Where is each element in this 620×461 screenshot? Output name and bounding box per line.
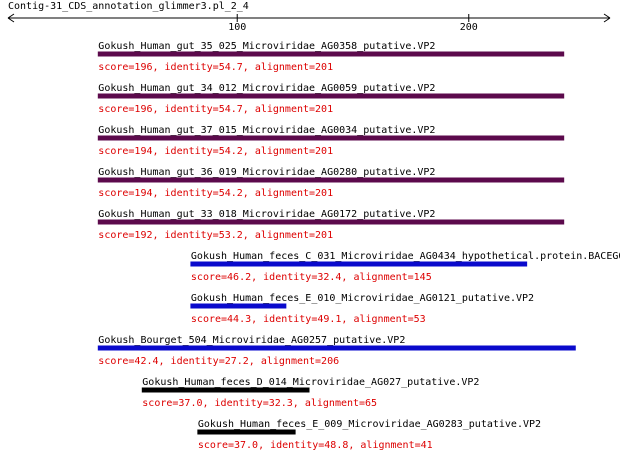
axis-arrows xyxy=(7,13,611,23)
tick-label: 100 xyxy=(228,22,246,33)
hit-label: Gokush_Human_feces_C_031_Microviridae_AG… xyxy=(191,251,620,262)
hit-score: score=196, identity=54.7, alignment=201 xyxy=(98,62,333,73)
hit-score: score=194, identity=54.2, alignment=201 xyxy=(98,188,333,199)
hit-bar xyxy=(97,177,565,183)
hit-score: score=196, identity=54.7, alignment=201 xyxy=(98,104,333,115)
hit-bar xyxy=(141,387,310,393)
hit-label: Gokush_Human_gut_34_012_Microviridae_AG0… xyxy=(98,83,435,94)
hit-bar xyxy=(97,51,565,57)
hit-label: Gokush_Human_feces_E_010_Microviridae_AG… xyxy=(191,293,534,304)
hit-label: Gokush_Human_gut_37_015_Microviridae_AG0… xyxy=(98,125,435,136)
hit-label: Gokush_Human_gut_33_018_Microviridae_AG0… xyxy=(98,209,435,220)
hit-label: Gokush_Human_feces_E_009_Microviridae_AG… xyxy=(198,419,541,430)
hit-score: score=42.4, identity=27.2, alignment=206 xyxy=(98,356,339,367)
tick-label: 200 xyxy=(460,22,478,33)
hit-bar xyxy=(97,135,565,141)
hit-score: score=37.0, identity=48.8, alignment=41 xyxy=(198,440,433,451)
hit-label: Gokush_Human_gut_36_019_Microviridae_AG0… xyxy=(98,167,435,178)
hit-bar xyxy=(97,345,576,351)
title: Contig-31_CDS_annotation_glimmer3.pl_2_4 xyxy=(8,1,249,12)
hit-score: score=192, identity=53.2, alignment=201 xyxy=(98,230,333,241)
hit-bar xyxy=(190,261,528,267)
hit-bar xyxy=(97,219,565,225)
hit-score: score=46.2, identity=32.4, alignment=145 xyxy=(191,272,432,283)
hit-label: Gokush_Human_gut_35_025_Microviridae_AG0… xyxy=(98,41,435,52)
hit-score: score=44.3, identity=49.1, alignment=53 xyxy=(191,314,426,325)
hit-bar xyxy=(197,429,296,435)
hit-label: Gokush_Human_feces_D_014_Microviridae_AG… xyxy=(142,377,479,388)
hit-score: score=194, identity=54.2, alignment=201 xyxy=(98,146,333,157)
hit-bar xyxy=(97,93,565,99)
hit-score: score=37.0, identity=32.3, alignment=65 xyxy=(142,398,377,409)
hit-label: Gokush_Bourget_504_Microviridae_AG0257_p… xyxy=(98,335,405,346)
hit-bar xyxy=(190,303,287,309)
